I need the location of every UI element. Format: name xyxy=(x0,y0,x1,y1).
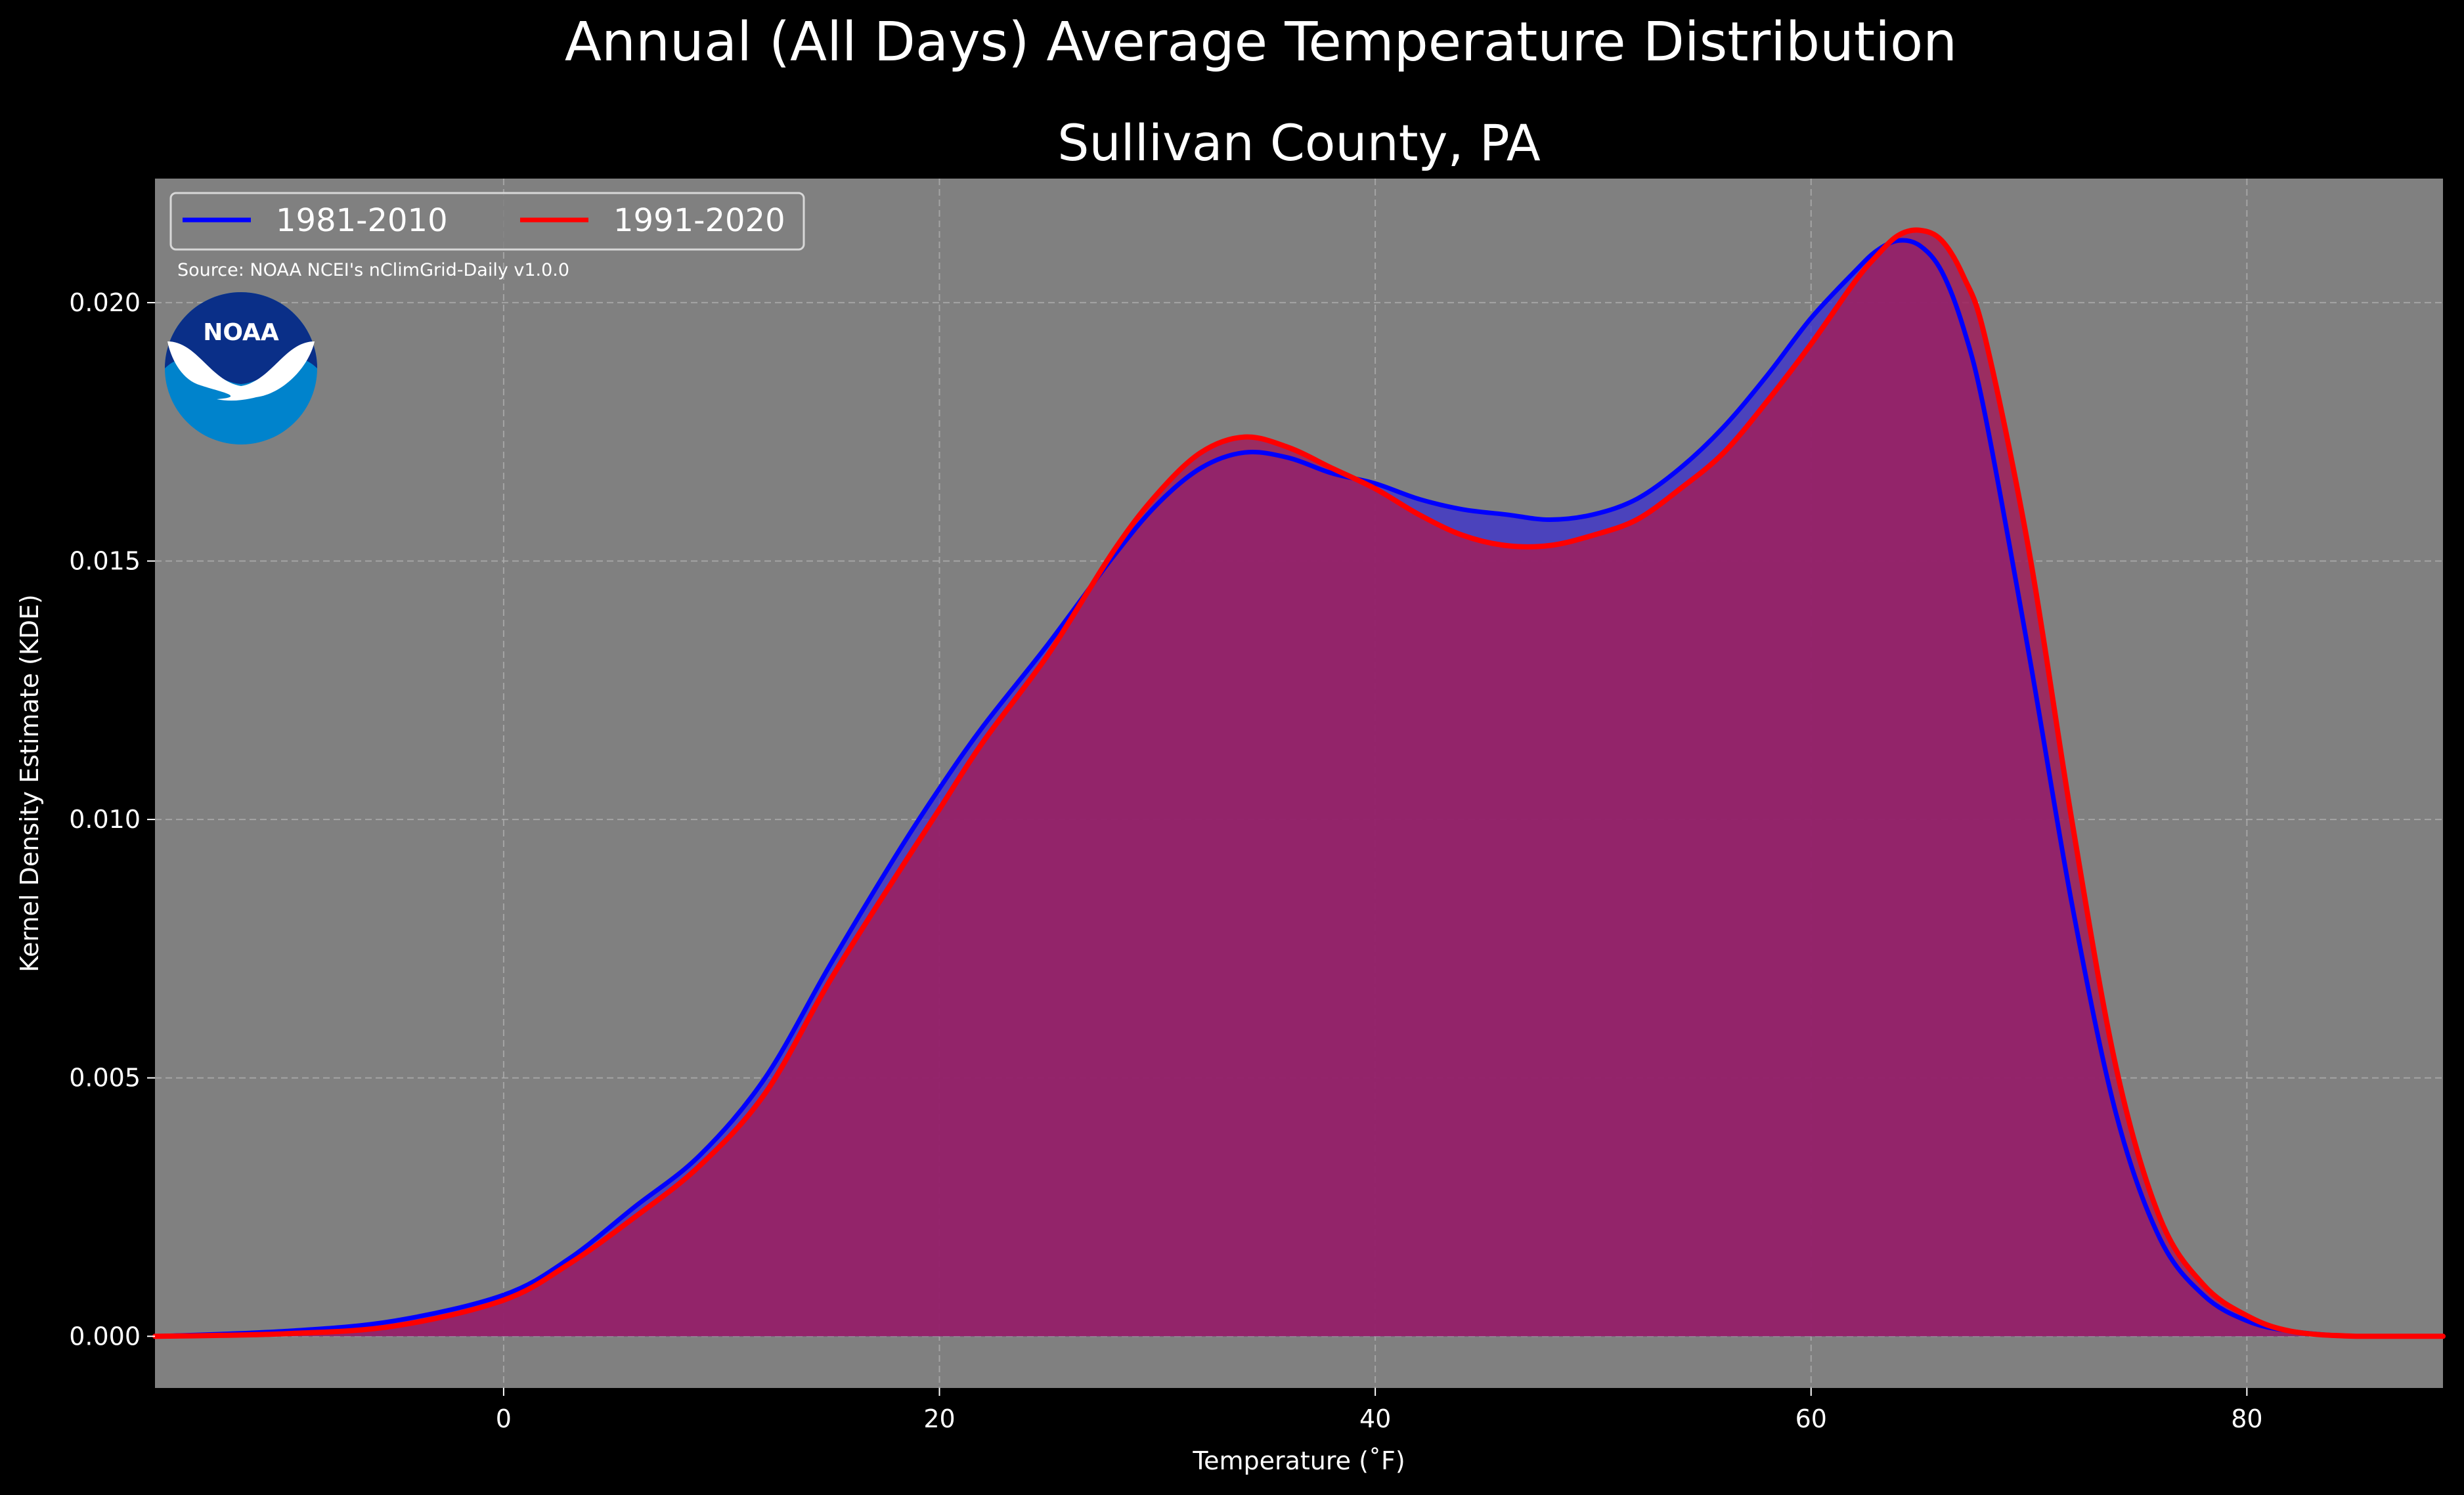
y-tick-label: 0.020 xyxy=(69,288,141,317)
noaa-logo: NOAA xyxy=(165,292,317,444)
legend: 1981-2010 1991-2020 xyxy=(169,192,805,251)
y-tick-label: 0.000 xyxy=(69,1322,141,1351)
y-tick-label: 0.005 xyxy=(69,1064,141,1093)
x-tick-label: 40 xyxy=(1359,1404,1391,1433)
legend-box xyxy=(169,192,805,251)
series-1981-2010-line xyxy=(152,238,2446,1339)
y-axis-label: Kernel Density Estimate (KDE) xyxy=(15,594,44,972)
legend-label-1991-2020: 1991-2020 xyxy=(613,202,785,239)
chart-suptitle: Annual (All Days) Average Temperature Di… xyxy=(565,11,1957,74)
logo-text: NOAA xyxy=(203,319,279,346)
area-fills xyxy=(155,230,2443,1337)
source-note: Source: NOAA NCEI's nClimGrid-Daily v1.0… xyxy=(177,260,569,280)
y-tick-label: 0.010 xyxy=(69,805,141,834)
x-tick-label: 80 xyxy=(2231,1404,2262,1433)
legend-label-1981-2010: 1981-2010 xyxy=(276,202,448,239)
axis-ticks: 0 20 40 60 80 0.000 0.005 0.010 0.015 0.020 xyxy=(69,288,2262,1433)
x-tick-label: 20 xyxy=(923,1404,955,1433)
x-tick-label: 0 xyxy=(496,1404,512,1433)
chart-title: Sullivan County, PA xyxy=(1057,114,1541,172)
logo-bird-icon xyxy=(167,341,315,401)
series-lines xyxy=(152,227,2446,1339)
series-1991-2020-area xyxy=(155,230,2443,1337)
x-tick-label: 60 xyxy=(1795,1404,1827,1433)
x-axis-label: Temperature (˚F) xyxy=(1192,1446,1405,1475)
y-tick-label: 0.015 xyxy=(69,547,141,576)
series-1991-2020-line xyxy=(152,227,2446,1339)
